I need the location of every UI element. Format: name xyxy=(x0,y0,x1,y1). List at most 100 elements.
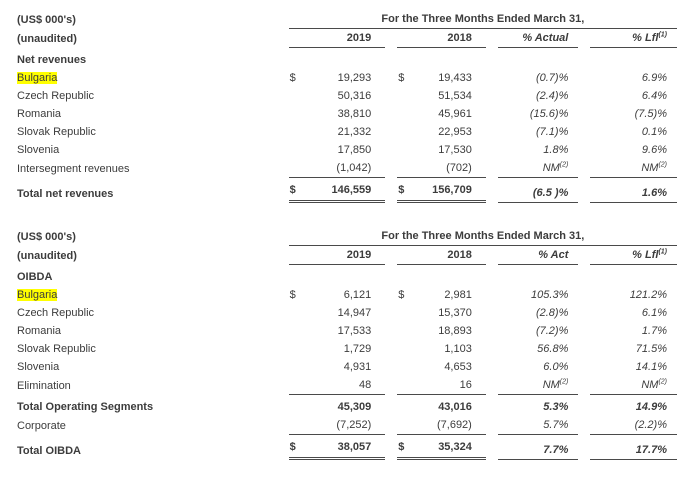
footnote-ref: (1) xyxy=(658,31,667,39)
column-header-2018: 2018 xyxy=(397,246,486,265)
value-2019: 48 xyxy=(288,376,386,395)
pct-actual: (0.7)% xyxy=(535,72,569,84)
section-label: Net revenues xyxy=(17,54,87,66)
value-2019: 17,533 xyxy=(337,325,372,337)
row-label: Total Operating Segments xyxy=(17,401,154,413)
table-row-romania: Romania 17,533 18,893 (7.2)% 1.7% xyxy=(17,322,677,340)
pct-actual: 5.3% xyxy=(543,401,569,413)
pct-lfl: NM(2) xyxy=(590,159,677,178)
units-label: (US$ 000's) xyxy=(17,231,76,243)
row-label: Slovak Republic xyxy=(17,343,96,355)
pct-actual: 5.7% xyxy=(497,416,579,435)
pct-actual: (7.1)% xyxy=(535,126,569,138)
table-row-slovak-republic: Slovak Republic 21,332 22,953 (7.1)% 0.1… xyxy=(17,123,677,141)
row-label: Bulgaria xyxy=(17,69,277,87)
pct-lfl: 1.7% xyxy=(641,325,667,337)
table-row-intersegment-revenues: Intersegment revenues (1,042) (702) NM(2… xyxy=(17,159,677,178)
highlighted-text: Bulgaria xyxy=(17,72,58,84)
pct-actual: 56.8% xyxy=(537,343,569,355)
column-header-pct-act: % Act xyxy=(497,246,579,265)
pct-actual: (6.5 )% xyxy=(497,178,579,203)
row-label: Slovak Republic xyxy=(17,126,96,138)
value-2018: 45,961 xyxy=(438,108,472,120)
financial-table: (US$ 000's) For the Three Months Ended M… xyxy=(5,10,689,203)
table-row-total-net-revenues: Total net revenues $146,559 $156,709 (6.… xyxy=(17,178,677,203)
value-2018: 22,953 xyxy=(438,126,472,138)
column-header-2018: 2018 xyxy=(397,29,486,48)
value-2019: $19,293 xyxy=(289,72,372,84)
row-label: Corporate xyxy=(17,420,66,432)
pct-lfl: 17.7% xyxy=(590,435,677,460)
pct-lfl: 0.1% xyxy=(641,126,667,138)
period-header: For the Three Months Ended March 31, xyxy=(288,10,677,29)
value-2018: (7,692) xyxy=(397,416,486,435)
table-row-corporate: Corporate (7,252) (7,692) 5.7% (2.2)% xyxy=(17,416,677,435)
row-label: Slovenia xyxy=(17,361,60,373)
footnote-ref: (2) xyxy=(559,161,569,169)
table-row-bulgaria: Bulgaria $6,121 $2,981 105.3% 121.2% xyxy=(17,286,677,304)
pct-actual: (7.2)% xyxy=(535,325,569,337)
footnote-ref: (2) xyxy=(658,161,667,169)
table-row-slovak-republic: Slovak Republic 1,729 1,103 56.8% 71.5% xyxy=(17,340,677,358)
unaudited-label: (unaudited) xyxy=(17,33,77,45)
pct-actual: (15.6)% xyxy=(529,108,569,120)
value-2019: 17,850 xyxy=(337,144,372,156)
footnote-ref: (1) xyxy=(658,248,667,256)
net-revenues-table: (US$ 000's) For the Three Months Ended M… xyxy=(5,10,686,203)
pct-lfl: NM(2) xyxy=(590,376,677,395)
section-label: OIBDA xyxy=(17,271,53,283)
pct-actual: (2.4)% xyxy=(535,90,569,102)
value-2018: 17,530 xyxy=(438,144,472,156)
pct-lfl: 1.6% xyxy=(590,178,677,203)
dollar-sign: $ xyxy=(289,441,296,453)
pct-lfl: 6.9% xyxy=(641,72,667,84)
value-2019: (1,042) xyxy=(288,159,386,178)
pct-lfl: 121.2% xyxy=(629,289,667,301)
dollar-sign: $ xyxy=(289,289,296,301)
value-2019: $6,121 xyxy=(289,289,372,301)
value-2018: 16 xyxy=(397,376,486,395)
value-2018: 15,370 xyxy=(438,307,472,319)
units-label: (US$ 000's) xyxy=(17,14,76,26)
row-label: Total OIBDA xyxy=(17,445,81,457)
oibda-table: (US$ 000's) For the Three Months Ended M… xyxy=(5,227,686,460)
dollar-sign: $ xyxy=(398,72,405,84)
value-2018: 51,534 xyxy=(438,90,472,102)
row-label: Bulgaria xyxy=(17,286,277,304)
value-2018: $2,981 xyxy=(398,289,472,301)
dollar-sign: $ xyxy=(398,184,405,196)
value-2018: $35,324 xyxy=(397,435,486,460)
value-2019: 45,309 xyxy=(337,401,372,413)
table-row-czech-republic: Czech Republic 50,316 51,534 (2.4)% 6.4% xyxy=(17,87,677,105)
pct-actual: NM(2) xyxy=(497,159,579,178)
unaudited-label: (unaudited) xyxy=(17,250,77,262)
value-2019: 38,810 xyxy=(337,108,372,120)
column-header-2019: 2019 xyxy=(288,246,386,265)
pct-actual: 105.3% xyxy=(531,289,569,301)
footnote-ref: (2) xyxy=(559,378,569,386)
value-2019: (7,252) xyxy=(288,416,386,435)
pct-actual: 6.0% xyxy=(543,361,569,373)
empty-cell xyxy=(289,265,677,286)
pct-lfl: 6.4% xyxy=(641,90,667,102)
row-label: Czech Republic xyxy=(17,90,95,102)
table-header-row: (US$ 000's) For the Three Months Ended M… xyxy=(17,10,677,29)
pct-lfl: 71.5% xyxy=(635,343,667,355)
table-row-czech-republic: Czech Republic 14,947 15,370 (2.8)% 6.1% xyxy=(17,304,677,322)
pct-actual: NM(2) xyxy=(497,376,579,395)
pct-lfl: 9.6% xyxy=(641,144,667,156)
value-2018: 18,893 xyxy=(438,325,472,337)
pct-lfl: 14.1% xyxy=(635,361,667,373)
pct-lfl: (7.5)% xyxy=(634,108,667,120)
row-label: Romania xyxy=(17,325,62,337)
dollar-sign: $ xyxy=(289,184,296,196)
column-header-row: (unaudited) 2019 2018 % Actual % Lfl(1) xyxy=(17,29,677,48)
table-row-slovenia: Slovenia 4,931 4,653 6.0% 14.1% xyxy=(17,358,677,376)
row-label: Czech Republic xyxy=(17,307,95,319)
dollar-sign: $ xyxy=(289,72,296,84)
value-2018: (702) xyxy=(397,159,486,178)
row-label: Slovenia xyxy=(17,144,60,156)
table-header-row: (US$ 000's) For the Three Months Ended M… xyxy=(17,227,677,246)
value-2018: 4,653 xyxy=(444,361,472,373)
pct-lfl: 14.9% xyxy=(635,401,667,413)
